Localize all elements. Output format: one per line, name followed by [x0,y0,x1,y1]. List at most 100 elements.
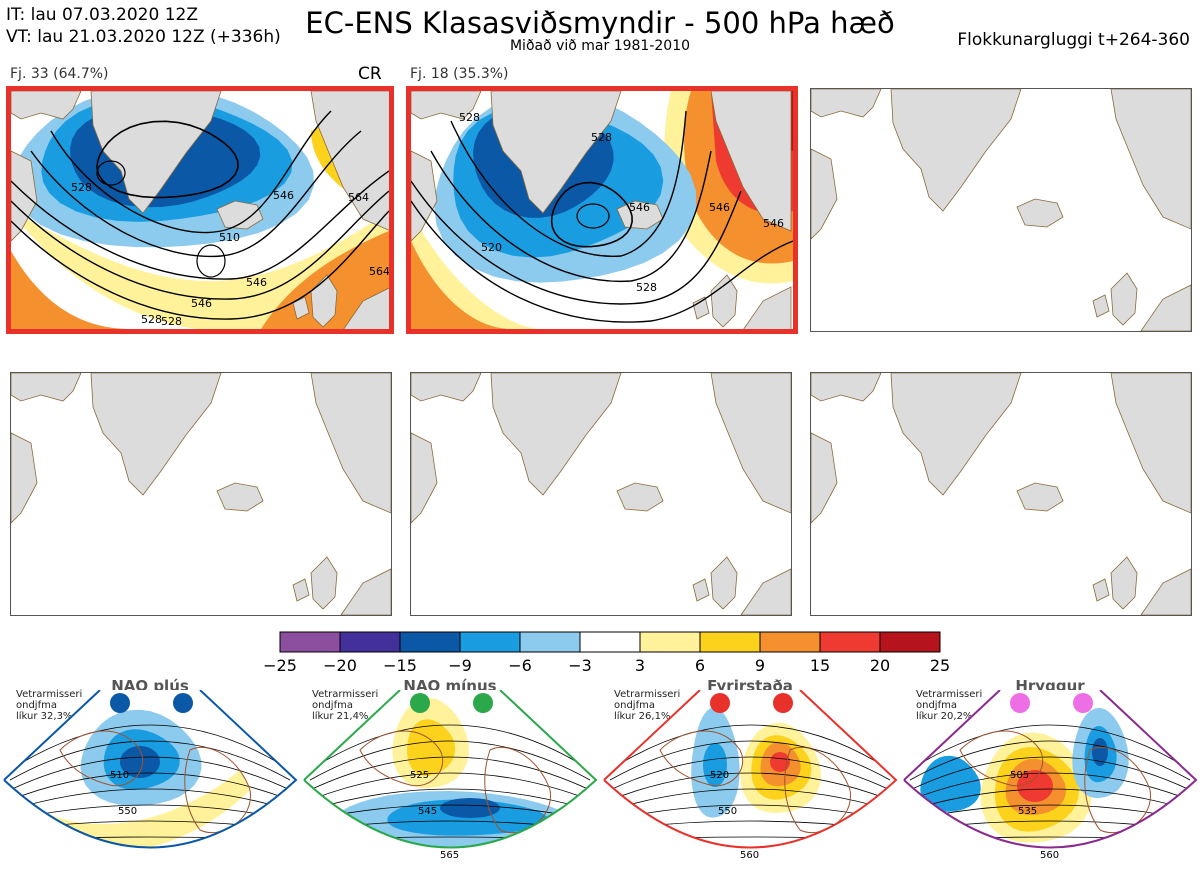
contour-label: 550 [718,806,737,817]
contour-label: 546 [191,297,212,310]
cluster-map-3 [810,88,1192,332]
land-mass [310,556,338,610]
contour-label: 564 [369,265,389,278]
cluster-map-4 [10,372,392,616]
empty-map-svg [811,89,1191,331]
anomaly-area [11,251,131,329]
anomaly-area [411,241,511,329]
colorbar-segment [279,631,341,653]
height-contour [309,740,591,781]
colorbar [279,631,941,653]
colorbar-segment [399,631,461,653]
height-contour [10,850,290,853]
page-subtitle: Miðað við mar 1981-2010 [509,38,691,54]
colorbar-tick-label: 9 [754,656,766,675]
height-contour [909,740,1191,781]
regime-map-nao-plus: 510 550 [3,690,298,853]
height-contour [9,724,291,771]
regime-marker-dot [110,693,130,713]
colorbar-segment [339,631,401,653]
contour-label: 505 [1010,770,1029,781]
regime-frame [603,690,898,849]
regime-marker-dot [410,693,430,713]
colorbar-segment [819,631,881,653]
land-mass [811,432,838,524]
anomaly-area [120,746,160,778]
regime-map-nao-minus: 525 545 565 [303,690,598,861]
contour-label: 560 [1040,850,1059,861]
colorbar-tick-label: −20 [323,656,357,675]
regime-3-note: Vetrarmisseri ondjfma líkur 26,1% [614,689,681,722]
height-contour [11,170,389,280]
empty-map-svg [11,373,391,615]
height-contour [309,756,591,791]
land-mass [11,432,38,524]
height-contour [9,740,291,781]
contour-label: 528 [636,281,657,294]
cluster-map-2: 528 528 546 520 528 546 546 [406,86,798,334]
contour-label: 546 [273,189,294,202]
height-contour [609,756,891,791]
height-contour [309,772,591,801]
land-mass [411,432,438,524]
height-contour [576,203,610,229]
init-time: IT: lau 07.03.2020 12Z [6,5,198,25]
height-contour [609,724,891,771]
panel-1-label: Fj. 33 (64.7%) [10,66,109,82]
anomaly-area [770,752,790,772]
anomaly-area [440,798,500,818]
colorbar-tick-label: 25 [929,656,951,675]
land-mass [11,150,38,242]
land-mass [743,286,792,329]
cluster-map-1-svg: 528 510 528 546 528 546 564 546 564 [11,91,389,329]
contour-label: 564 [348,191,369,204]
colorbar-segment [879,631,941,653]
height-contour [411,200,793,323]
land-mass [1016,482,1064,512]
contour-label: 528 [161,315,182,328]
coastline [959,730,1044,787]
regime-marker-dot [710,693,730,713]
colorbar-tick-label: −25 [263,656,297,675]
land-mass [292,296,310,320]
contour-label: 545 [418,806,437,817]
land-mass [616,482,664,512]
height-contour [411,180,742,305]
regime-map-ridge: 505 535 560 [903,690,1198,861]
land-mass [216,482,264,512]
land-mass [216,200,264,230]
colorbar-tick-label: 6 [694,656,706,675]
land-mass [811,89,882,118]
height-contour [196,244,226,278]
anomaly-area [703,743,727,787]
land-mass [1140,284,1191,331]
land-mass [811,373,882,402]
regime-marker-dot [773,693,793,713]
contour-label: 546 [709,201,730,214]
height-contour [909,772,1191,801]
contour-label: 528 [459,111,480,124]
regime-1-note: Vetrarmisseri ondjfma líkur 32,3% [16,689,83,722]
contour-label: 546 [763,217,784,230]
land-mass [710,91,792,232]
contour-label: 546 [246,276,267,289]
contour-label: 528 [141,313,162,326]
colorbar-segment [699,631,761,653]
cluster-map-1: 528 510 528 546 528 546 564 546 564 [6,86,394,334]
land-mass [710,556,738,610]
colorbar-tick-label: 15 [809,656,831,675]
land-mass [1110,373,1191,514]
land-mass [11,373,82,402]
contour-label: 510 [219,231,240,244]
land-mass [340,568,391,615]
contour-label: 520 [481,241,502,254]
land-mass [1140,568,1191,615]
land-mass [11,91,82,120]
panel-1-tag: CR [358,64,382,84]
height-contour [430,150,712,283]
regime-map-content [4,690,296,853]
empty-map-svg [811,373,1191,615]
cluster-map-2-svg: 528 528 546 520 528 546 546 [411,91,793,329]
land-mass [710,373,791,514]
anomaly-area [920,755,981,812]
